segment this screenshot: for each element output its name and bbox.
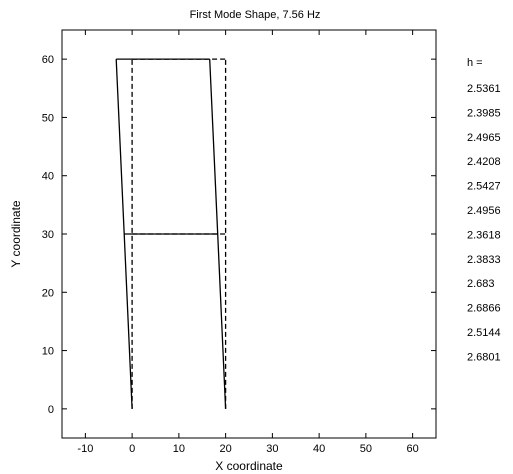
x-tick-label-0: -10 xyxy=(77,443,93,455)
y-tick-label-1: 10 xyxy=(42,346,54,358)
x-tick-label-5: 40 xyxy=(313,443,325,455)
x-tick-label-3: 20 xyxy=(220,443,232,455)
h-value-0: 2.5361 xyxy=(467,83,501,95)
h-value-5: 2.4956 xyxy=(467,205,501,217)
y-tick-label-3: 30 xyxy=(42,229,54,241)
x-tick-label-7: 60 xyxy=(407,443,419,455)
axis-ticks: -10 0 10 20 30 40 50 60 0 10 20 30 40 50 60 xyxy=(42,30,436,455)
h-value-11: 2.6801 xyxy=(467,351,501,363)
y-axis-label: Y coordinate xyxy=(9,200,23,267)
x-tick-label-1: 0 xyxy=(129,443,135,455)
series-group xyxy=(115,58,227,409)
y-tick-label-4: 40 xyxy=(42,171,54,183)
x-tick-label-4: 30 xyxy=(266,443,278,455)
chart-title: First Mode Shape, 7.56 Hz xyxy=(190,9,321,21)
h-value-7: 2.3833 xyxy=(467,254,501,266)
h-value-6: 2.3618 xyxy=(467,229,501,241)
x-tick-label-2: 10 xyxy=(173,443,185,455)
h-values-header: h = xyxy=(467,57,483,69)
y-tick-label-6: 60 xyxy=(42,54,54,66)
h-value-2: 2.4965 xyxy=(467,132,501,144)
h-value-1: 2.3985 xyxy=(467,107,501,119)
h-value-4: 2.5427 xyxy=(467,181,501,193)
y-tick-label-0: 0 xyxy=(48,404,54,416)
h-values-panel: h = 2.5361 2.3985 2.4965 2.4208 2.5427 2.4956… xyxy=(467,57,501,363)
h-value-9: 2.6866 xyxy=(467,303,501,315)
h-value-8: 2.683 xyxy=(467,278,495,290)
x-axis-label: X coordinate xyxy=(215,459,283,473)
h-value-10: 2.5144 xyxy=(467,327,501,339)
y-tick-label-2: 20 xyxy=(42,287,54,299)
y-tick-label-5: 50 xyxy=(42,112,54,124)
x-tick-label-6: 50 xyxy=(360,443,372,455)
h-value-3: 2.4208 xyxy=(467,156,501,168)
